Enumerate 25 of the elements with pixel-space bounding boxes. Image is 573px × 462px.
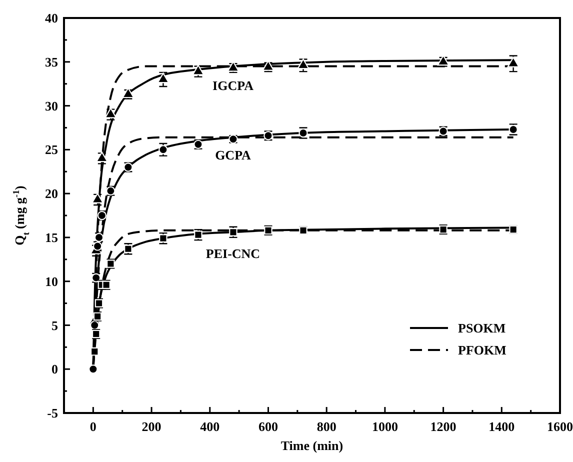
annotation: IGCPA — [212, 78, 254, 94]
x-tick-label: 200 — [142, 419, 162, 434]
y-tick-label: 35 — [45, 54, 58, 70]
y-tick-label: -5 — [47, 406, 58, 421]
x-tick-label: 800 — [316, 419, 336, 434]
legend-label: PFOKM — [458, 342, 506, 358]
y-tick-label: 10 — [45, 274, 58, 289]
annotation: GCPA — [215, 147, 252, 162]
y-tick-label: 5 — [52, 318, 58, 333]
x-tick-label: 600 — [258, 419, 278, 434]
y-tick-label: 40 — [45, 10, 58, 26]
x-tick-label: 1200 — [430, 419, 456, 434]
x-tick-label: 1600 — [547, 419, 573, 434]
x-tick-label: 1400 — [488, 419, 515, 434]
legend-label: PSOKM — [458, 320, 506, 336]
y-tick-label: 15 — [45, 230, 58, 245]
y-tick-label: 0 — [52, 362, 58, 377]
x-tick-label: 1000 — [372, 419, 398, 434]
y-tick-label: 20 — [45, 186, 58, 202]
x-axis-title: Time (min) — [280, 438, 344, 453]
x-tick-label: 0 — [90, 419, 96, 434]
y-tick-label: 30 — [45, 98, 58, 114]
y-tick-label: 25 — [45, 142, 58, 158]
annotation: PEI-CNC — [206, 246, 260, 261]
x-tick-label: 400 — [200, 419, 220, 434]
